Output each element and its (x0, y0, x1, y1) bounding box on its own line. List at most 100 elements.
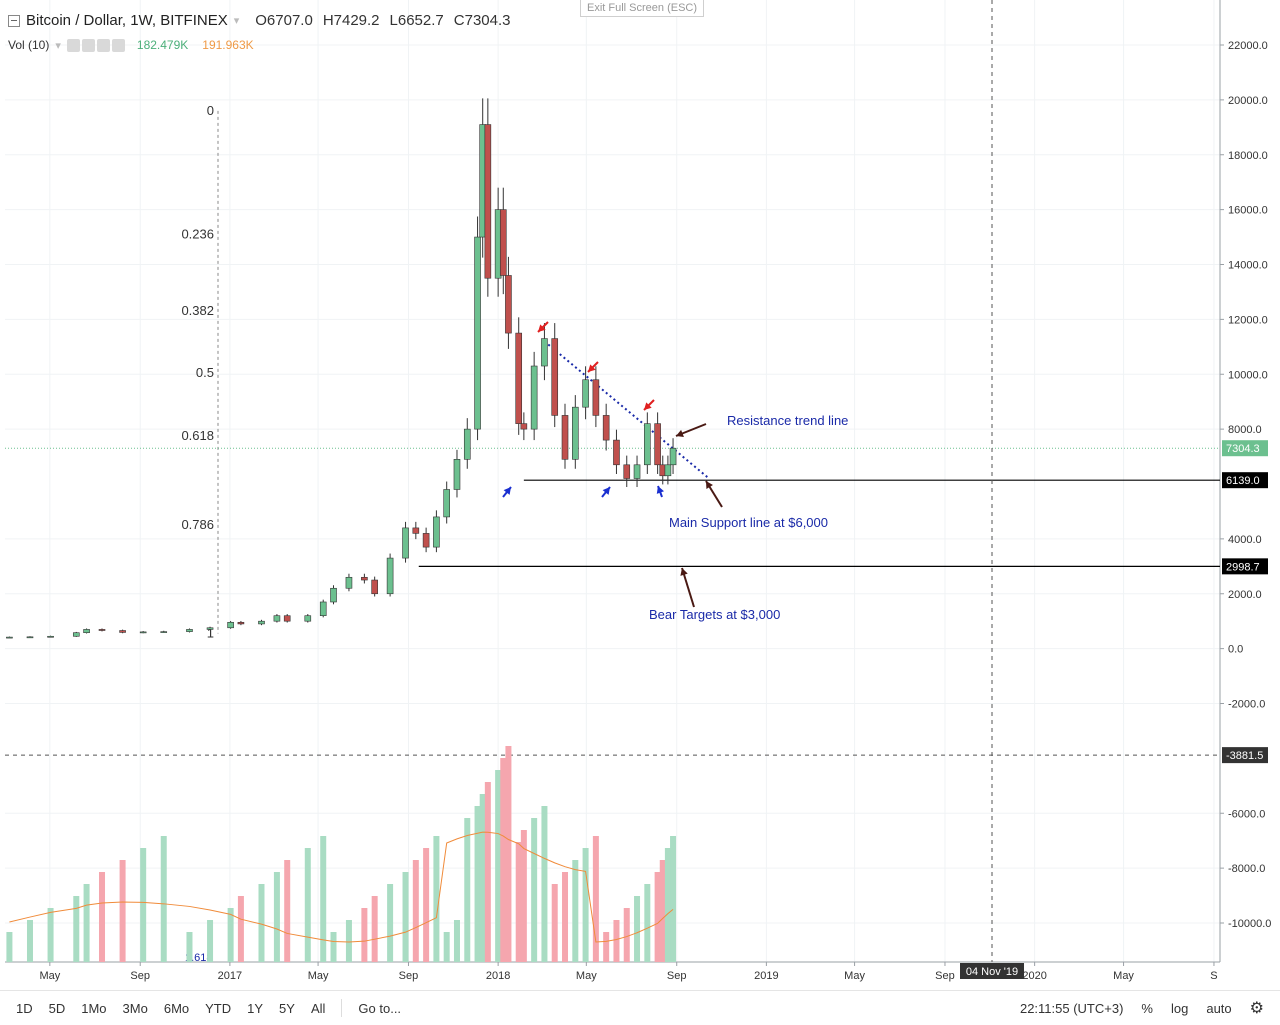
chevron-down-icon[interactable]: ▾ (233, 15, 240, 27)
volume-bar (634, 896, 641, 962)
volume-bar (582, 848, 589, 962)
low-value: L6652.7 (389, 12, 444, 29)
resistance-annotation: Resistance trend line (727, 413, 849, 428)
candle-body (443, 489, 450, 518)
volume-bar (644, 884, 651, 962)
candle-body (47, 635, 54, 638)
bottom-toolbar: 1D 5D 1Mo 3Mo 6Mo YTD 1Y 5Y All Go to...… (0, 990, 1280, 1025)
candle-body (361, 576, 368, 581)
log-toggle[interactable]: log (1170, 1000, 1189, 1016)
timeframe-6mo[interactable]: 6Mo (163, 1000, 190, 1016)
timeframe-1d[interactable]: 1D (16, 1000, 33, 1016)
candle-body (551, 338, 559, 416)
x-tick-label: May (308, 970, 329, 982)
volume-ma-value: 191.963K (202, 38, 254, 52)
add-icon[interactable] (96, 38, 110, 52)
blue-arrow-head (503, 487, 511, 495)
timeframe-1mo[interactable]: 1Mo (81, 1000, 107, 1016)
volume-bar (361, 908, 368, 962)
red-arrow-head (588, 364, 596, 372)
volume-bar (613, 920, 620, 962)
x-tick-label: Sep (667, 970, 687, 982)
y-tick-label: -8000.0 (1228, 863, 1265, 875)
goto-button[interactable]: Go to... (358, 1000, 402, 1016)
fib-level-label: 0 (207, 103, 214, 118)
eye-icon[interactable] (66, 38, 80, 52)
timeframe-ytd[interactable]: YTD (205, 1000, 232, 1016)
red-arrow-head (644, 402, 652, 410)
volume-bar (6, 932, 13, 962)
gear-icon[interactable]: ⚙ (1249, 1000, 1264, 1017)
ohlc-readout: O6707.0 H7429.2 L6652.7 C7304.3 (255, 12, 510, 29)
volume-bar (237, 896, 244, 962)
y-tick-label: 0.0 (1228, 644, 1243, 656)
price-label-text: 2998.7 (1226, 561, 1260, 573)
volume-bar (592, 836, 599, 962)
candle-body (623, 464, 631, 479)
candle-body (26, 636, 34, 639)
timeframe-3mo[interactable]: 3Mo (122, 1000, 148, 1016)
collapse-icon[interactable] (8, 14, 20, 27)
candle-body (484, 124, 492, 279)
timeframe-5d[interactable]: 5D (48, 1000, 66, 1016)
timeframe-all[interactable]: All (310, 1000, 326, 1016)
volume-indicator-label[interactable]: Vol (10) (8, 38, 50, 52)
x-tick-label: May (39, 970, 60, 982)
timeframe-5y[interactable]: 5Y (279, 1000, 295, 1016)
symbol-title[interactable]: Bitcoin / Dollar, 1W, BITFINEX (26, 12, 228, 29)
candle-body (561, 415, 569, 460)
chart-canvas[interactable]: 22000.020000.018000.016000.014000.012000… (0, 0, 1280, 990)
candle-body (72, 632, 80, 637)
crosshair-date-label: 04 Nov '19 (966, 966, 1018, 978)
volume-bar (73, 896, 80, 962)
volume-bar (551, 884, 558, 962)
candle-body (186, 629, 193, 632)
candle-body (273, 615, 281, 622)
fib-level-label: 0.382 (181, 303, 214, 318)
volume-bar (433, 836, 440, 962)
blue-arrow-head (602, 487, 610, 495)
bear-annotation: Bear Targets at $3,000 (649, 607, 781, 622)
y-tick-label: 4000.0 (1228, 534, 1262, 546)
y-tick-label: 10000.0 (1228, 369, 1268, 381)
auto-toggle[interactable]: auto (1206, 1000, 1232, 1016)
x-tick-label: 2019 (754, 970, 778, 982)
candle-body (582, 379, 589, 408)
timeframe-1y[interactable]: 1Y (247, 1000, 264, 1016)
open-value: O6707.0 (255, 12, 313, 29)
exit-fullscreen-button[interactable]: Exit Full Screen (ESC) (580, 0, 705, 17)
candle-body (304, 615, 312, 622)
volume-bar (531, 818, 538, 962)
volume-bar (83, 884, 90, 962)
candle-body (644, 423, 651, 466)
price-label-box (1222, 472, 1268, 489)
candle-body (664, 464, 672, 477)
indicator-controls[interactable] (66, 38, 125, 52)
volume-bar (505, 746, 512, 962)
volume-bar (541, 806, 548, 962)
candle-body (669, 447, 677, 466)
candle-body (283, 615, 291, 622)
volume-bar (443, 932, 450, 962)
high-value: H7429.2 (322, 12, 380, 29)
volume-bar (464, 818, 471, 962)
candle-body (330, 587, 337, 603)
candle-body (520, 423, 528, 430)
percent-toggle[interactable]: % (1141, 1000, 1153, 1016)
candle-body (98, 629, 106, 631)
candle-body (654, 423, 661, 466)
volume-bar (500, 758, 507, 962)
close-icon[interactable] (111, 38, 125, 52)
candle-body (319, 601, 327, 617)
brown-arrow-head (676, 429, 684, 437)
chevron-down-icon[interactable]: ▾ (55, 39, 61, 52)
volume-bar (562, 872, 569, 962)
settings-icon[interactable] (81, 38, 95, 52)
candle-body (463, 428, 471, 460)
candle-body (505, 275, 512, 334)
red-arrow-head (538, 324, 546, 332)
x-tick-label: Sep (130, 970, 150, 982)
candle-body (402, 527, 409, 559)
volume-bar (345, 920, 352, 962)
fib-level-label: 0.618 (181, 428, 214, 443)
